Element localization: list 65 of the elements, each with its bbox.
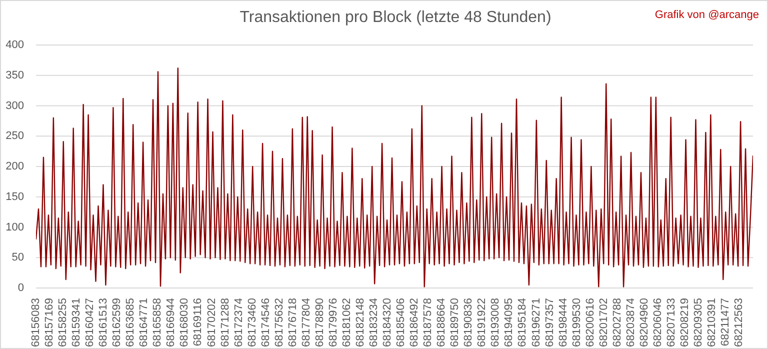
x-tick-label: 68197357 [544, 298, 556, 347]
x-tick-label: 68176718 [286, 298, 299, 347]
x-tick-label: 68206046 [652, 298, 664, 347]
x-tick-label: 68209305 [692, 298, 705, 347]
x-tick-label: 68194095 [503, 298, 516, 347]
x-tick-label: 68174546 [260, 298, 272, 347]
x-tick-label: 68203874 [624, 298, 637, 347]
x-tick-label: 68157169 [44, 298, 56, 347]
x-tick-label: 68183234 [368, 298, 380, 347]
x-tick-label: 68177804 [300, 298, 312, 347]
x-tick-label: 68196271 [530, 298, 542, 347]
x-tick-label: 68201702 [598, 298, 610, 347]
x-tick-label: 68208219 [678, 298, 691, 347]
x-tick-label: 68199530 [570, 298, 583, 347]
x-tick-label: 68210391 [706, 298, 718, 347]
x-tick-label: 68184320 [381, 298, 394, 347]
chart-title: Transaktionen pro Block (letzte 48 Stunden) [240, 9, 552, 26]
x-tick-label: 68198444 [557, 298, 570, 347]
x-tick-label: 68191922 [476, 298, 488, 347]
x-tick-label: 68179976 [327, 298, 340, 347]
text: Grafik von @arcange [654, 9, 759, 21]
x-tick-label: 68186492 [408, 298, 421, 347]
y-tick-label: 50 [12, 252, 24, 264]
x-tick-label: 68189750 [449, 298, 462, 347]
x-tick-label: 68188664 [436, 298, 448, 347]
y-tick-label: 350 [6, 69, 24, 82]
x-tick-label: 68185406 [395, 298, 408, 347]
x-tick-label: 68211477 [720, 298, 732, 346]
line-series [36, 67, 753, 288]
x-tick-label: 68187578 [422, 298, 434, 347]
x-tick-label: 68195184 [516, 298, 529, 347]
x-tick-label: 68181062 [340, 298, 353, 347]
x-tick-label: 68204960 [638, 298, 650, 347]
x-tick-label: 68172374 [232, 298, 245, 347]
x-tick-label: 68164771 [138, 298, 150, 347]
x-tick-label: 68200616 [584, 298, 596, 347]
x-tick-label: 68158255 [57, 298, 70, 347]
x-tick-label: 68168030 [178, 298, 191, 347]
x-tick-label: 68165858 [152, 298, 164, 347]
x-tick-label: 68193008 [490, 298, 502, 347]
x-tick-label: 68171288 [219, 298, 232, 347]
x-tick-label: 68163685 [124, 298, 137, 347]
x-tick-label: 68207133 [665, 298, 678, 347]
x-tick-label: 68170202 [206, 298, 218, 347]
x-tick-label: 68212563 [733, 298, 746, 347]
x-tick-label: 68169116 [192, 298, 204, 346]
y-tick-label: 150 [6, 190, 24, 203]
x-tick-label: 68160427 [84, 298, 96, 347]
x-tick-label: 68178890 [314, 298, 326, 347]
y-tick-label: 200 [6, 160, 24, 172]
y-tick-label: 400 [6, 39, 24, 51]
y-tick-label: 250 [6, 130, 24, 142]
x-tick-label: 68162599 [111, 298, 124, 347]
x-tick-label: 68182148 [354, 298, 366, 347]
x-tick-label: 68159341 [70, 298, 83, 347]
x-tick-label: 68190836 [462, 298, 475, 347]
y-tick-label: 300 [6, 100, 24, 112]
x-tick-label: 68173460 [246, 298, 258, 347]
x-tick-label: 68166944 [165, 298, 178, 347]
y-tick-label: 0 [18, 282, 24, 294]
y-tick-label: 100 [6, 221, 24, 234]
x-tick-label: 68175632 [273, 298, 286, 347]
x-tick-label: 68156083 [30, 298, 42, 347]
x-tick-label: 68202788 [611, 298, 624, 347]
x-tick-label: 68161513 [98, 298, 110, 347]
